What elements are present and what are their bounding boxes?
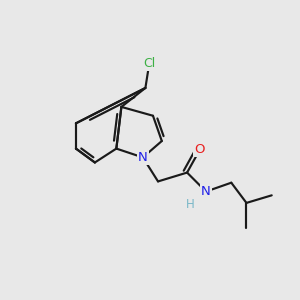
Text: H: H (186, 197, 195, 211)
Text: N: N (201, 185, 211, 198)
Text: Cl: Cl (143, 58, 155, 70)
Text: O: O (194, 143, 205, 156)
Text: N: N (138, 151, 148, 164)
